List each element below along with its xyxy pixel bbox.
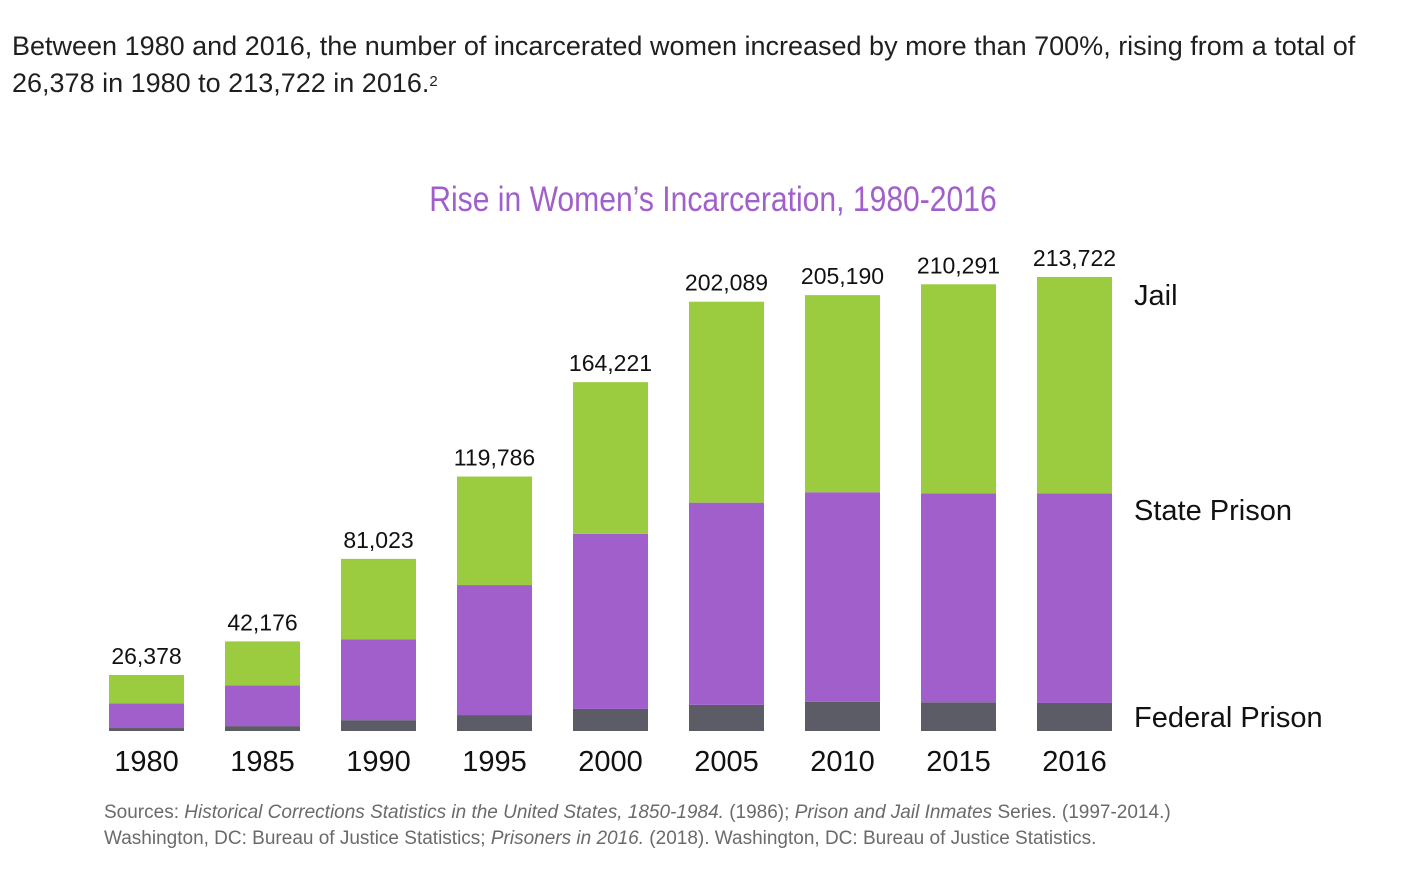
x-tick-1990: 1990 [346, 746, 411, 778]
bar-segment-state-prison-1995 [457, 585, 532, 716]
total-label-2010: 205,190 [801, 263, 884, 289]
bar-segment-state-prison-2000 [573, 533, 648, 709]
bars-group [109, 277, 1112, 731]
total-label-2000: 164,221 [569, 350, 652, 376]
sources-line-1: Sources: Historical Corrections Statisti… [104, 800, 1354, 826]
total-label-1990: 81,023 [343, 527, 413, 553]
total-label-1980: 26,378 [111, 643, 181, 669]
bar-segment-federal-prison-2000 [573, 708, 648, 731]
total-label-1995: 119,786 [454, 445, 535, 471]
bar-segment-jail-1980 [109, 674, 184, 704]
x-tick-2000: 2000 [578, 746, 643, 778]
legend-label-jail: Jail [1134, 280, 1178, 312]
intro-text: Between 1980 and 2016, the number of inc… [12, 31, 1356, 98]
sources-note: Sources: Historical Corrections Statisti… [104, 800, 1354, 852]
intro-paragraph: Between 1980 and 2016, the number of inc… [12, 28, 1407, 102]
sources-line-2: Washington, DC: Bureau of Justice Statis… [104, 826, 1354, 852]
bar-segment-jail-2000 [573, 382, 648, 534]
bar-segment-state-prison-2010 [805, 492, 880, 702]
bar-segment-state-prison-2015 [921, 493, 996, 703]
total-label-1985: 42,176 [227, 609, 297, 635]
bar-segment-federal-prison-2010 [805, 701, 880, 731]
bar-segment-jail-2015 [921, 284, 996, 494]
bar-segment-federal-prison-2015 [921, 702, 996, 731]
bar-segment-jail-1995 [457, 476, 532, 586]
bar-segment-federal-prison-1995 [457, 715, 532, 731]
bar-segment-federal-prison-1985 [225, 726, 300, 731]
bar-segment-state-prison-1990 [341, 639, 416, 721]
sources-line-2-segment: Washington, DC: Bureau of Justice Statis… [104, 828, 491, 849]
x-tick-1985: 1985 [230, 746, 295, 778]
bar-segment-jail-2005 [689, 301, 764, 503]
sources-line-1-segment: (1986); [723, 802, 795, 823]
bar-segment-jail-1990 [341, 558, 416, 640]
sources-line-1-segment: Sources: [104, 802, 185, 823]
bar-segment-state-prison-1980 [109, 703, 184, 729]
legend-label-federal-prison: Federal Prison [1134, 702, 1323, 734]
bar-segment-jail-2010 [805, 295, 880, 493]
x-tick-1995: 1995 [462, 746, 527, 778]
x-tick-2016: 2016 [1042, 746, 1107, 778]
x-axis-ticks: 1980 1985 1990 1995 2000 2005 2010 2015 2016 [114, 746, 1107, 778]
legend-label-state-prison: State Prison [1134, 495, 1292, 527]
bar-segment-jail-1985 [225, 641, 300, 686]
bar-segment-federal-prison-1980 [109, 728, 184, 731]
x-tick-1980: 1980 [114, 746, 179, 778]
x-tick-2005: 2005 [694, 746, 759, 778]
sources-line-2-segment: (2018). Washington, DC: Bureau of Justic… [644, 828, 1097, 849]
x-tick-2015: 2015 [926, 746, 991, 778]
bar-segment-federal-prison-2005 [689, 704, 764, 731]
x-tick-2010: 2010 [810, 746, 875, 778]
sources-line-2-segment: Prisoners in 2016. [490, 828, 645, 849]
bar-segment-federal-prison-2016 [1037, 702, 1112, 731]
bar-segment-federal-prison-1990 [341, 720, 416, 731]
sources-line-1-segment: Historical Corrections Statistics in the… [184, 802, 724, 823]
total-label-2005: 202,089 [685, 270, 768, 296]
bar-segment-state-prison-2016 [1037, 493, 1112, 703]
sources-line-1-segment: Series. (1997-2014.) [992, 802, 1171, 823]
bar-segment-state-prison-2005 [689, 502, 764, 705]
total-label-2016: 213,722 [1033, 245, 1116, 271]
footnote-marker: 2 [429, 73, 438, 90]
total-label-2015: 210,291 [917, 252, 1000, 278]
total-labels-group: 26,378 42,176 81,023 119,786 164,221 202,089 2… [111, 245, 1116, 669]
bar-segment-state-prison-1985 [225, 685, 300, 727]
stacked-bar-chart: Rise in Women’s Incarceration, 1980-2016… [109, 179, 1323, 778]
chart-title: Rise in Women’s Incarceration, 1980-2016 [429, 179, 996, 219]
bar-segment-jail-2016 [1037, 277, 1112, 494]
sources-line-1-segment: Prison and Jail Inmates [794, 802, 993, 823]
series-legend: Federal Prison State Prison Jail [1134, 280, 1323, 734]
